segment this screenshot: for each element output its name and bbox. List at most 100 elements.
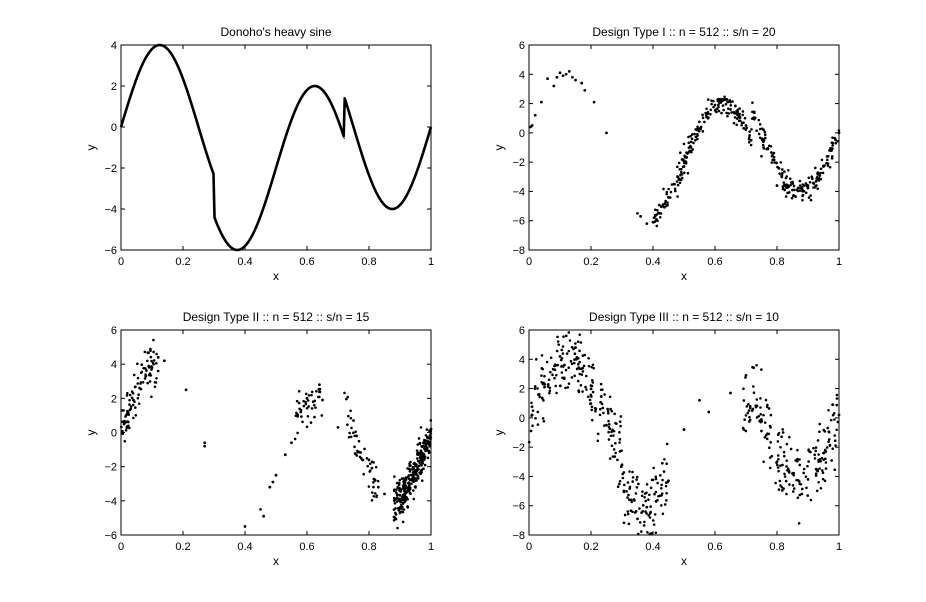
scatter-point: [601, 388, 604, 391]
scatter-point: [717, 97, 721, 101]
scatter-point: [294, 414, 298, 418]
scatter-point: [653, 208, 657, 212]
scatter-point: [798, 184, 802, 187]
y-axis-label: y: [492, 430, 506, 436]
scatter-point: [140, 370, 144, 374]
line-point: [213, 215, 215, 217]
scatter-point: [590, 418, 594, 422]
scatter-point: [664, 199, 667, 203]
scatter-point: [124, 429, 128, 432]
scatter-point: [764, 398, 768, 402]
scatter-point: [627, 522, 631, 526]
scatter-point: [660, 483, 663, 487]
scatter-point: [397, 486, 401, 490]
scatter-point: [639, 214, 642, 218]
scatter-point: [609, 407, 612, 411]
scatter-point: [608, 395, 612, 399]
scatter-point: [683, 171, 686, 175]
scatter-point: [831, 141, 835, 145]
scatter-point: [136, 382, 140, 385]
scatter-point: [530, 401, 533, 405]
y-tick-label: 4: [111, 40, 117, 52]
scatter-point: [698, 127, 701, 130]
scatter-point: [419, 455, 422, 458]
scatter-point: [590, 408, 594, 412]
scatter-point: [726, 114, 729, 118]
x-tick-label: 0.4: [237, 541, 252, 553]
scatter-point: [644, 499, 648, 503]
scatter-point: [731, 100, 734, 103]
scatter-point: [556, 363, 560, 367]
scatter-point: [133, 385, 137, 389]
scatter-point: [409, 464, 412, 467]
scatter-point: [654, 499, 658, 503]
scatter-point: [785, 442, 789, 446]
scatter-point: [725, 111, 728, 115]
scatter-point: [307, 394, 311, 397]
scatter-point: [733, 116, 737, 119]
scatter-point: [412, 489, 415, 492]
scatter-point: [770, 151, 773, 154]
scatter-point: [823, 449, 827, 452]
scatter-point: [760, 417, 763, 421]
y-tick-label: −8: [512, 530, 525, 542]
scatter-point: [583, 88, 587, 92]
scatter-point: [534, 358, 538, 361]
scatter-point: [149, 355, 153, 359]
scatter-point: [592, 366, 595, 370]
scatter-point: [735, 123, 738, 127]
scatter-point: [416, 457, 419, 460]
scatter-point: [741, 113, 744, 117]
scatter-point: [568, 339, 572, 342]
scatter-point: [817, 453, 820, 456]
scatter-point: [623, 483, 626, 487]
line-point: [414, 174, 417, 176]
scatter-point: [684, 162, 688, 165]
scatter-point: [395, 481, 399, 485]
scatter-point: [591, 390, 595, 394]
scatter-point: [150, 366, 154, 369]
scatter-point: [372, 494, 376, 498]
scatter-point: [302, 404, 306, 408]
scatter-point: [682, 165, 686, 168]
scatter-point: [763, 133, 767, 136]
scatter-point: [813, 457, 817, 460]
scatter-point: [628, 470, 631, 473]
scatter-point: [599, 407, 602, 411]
scatter-point: [417, 468, 420, 471]
scatter-point: [424, 439, 428, 442]
scatter-point: [654, 477, 658, 481]
scatter-point: [409, 460, 412, 464]
scatter-point: [654, 490, 658, 494]
scatter-point: [807, 460, 810, 463]
scatter-point: [635, 475, 639, 479]
scatter-point: [748, 130, 751, 133]
y-tick-label: 6: [519, 325, 525, 337]
scatter-point: [574, 342, 577, 345]
scatter-point: [152, 350, 155, 354]
scatter-point: [791, 180, 794, 184]
scatter-point: [654, 475, 658, 479]
scatter-point: [310, 393, 313, 397]
scatter-point: [835, 397, 839, 400]
scatter-point: [578, 349, 581, 353]
scatter-point: [761, 137, 764, 140]
scatter-point: [121, 429, 124, 433]
scatter-point: [769, 441, 773, 444]
scatter-point: [594, 409, 597, 413]
scatter-point: [690, 150, 693, 154]
scatter-point: [693, 132, 696, 136]
scatter-point: [163, 359, 166, 363]
scatter-point: [801, 487, 804, 491]
scatter-point: [676, 165, 679, 169]
line-point: [128, 100, 130, 103]
scatter-point: [792, 184, 796, 188]
scatter-point: [788, 435, 791, 439]
scatter-point: [744, 124, 748, 127]
scatter-point: [357, 439, 361, 443]
scatter-point: [548, 386, 552, 390]
scatter-point: [814, 184, 817, 188]
scatter-point: [140, 363, 144, 367]
scatter-point: [730, 111, 733, 114]
scatter-point: [802, 471, 805, 475]
